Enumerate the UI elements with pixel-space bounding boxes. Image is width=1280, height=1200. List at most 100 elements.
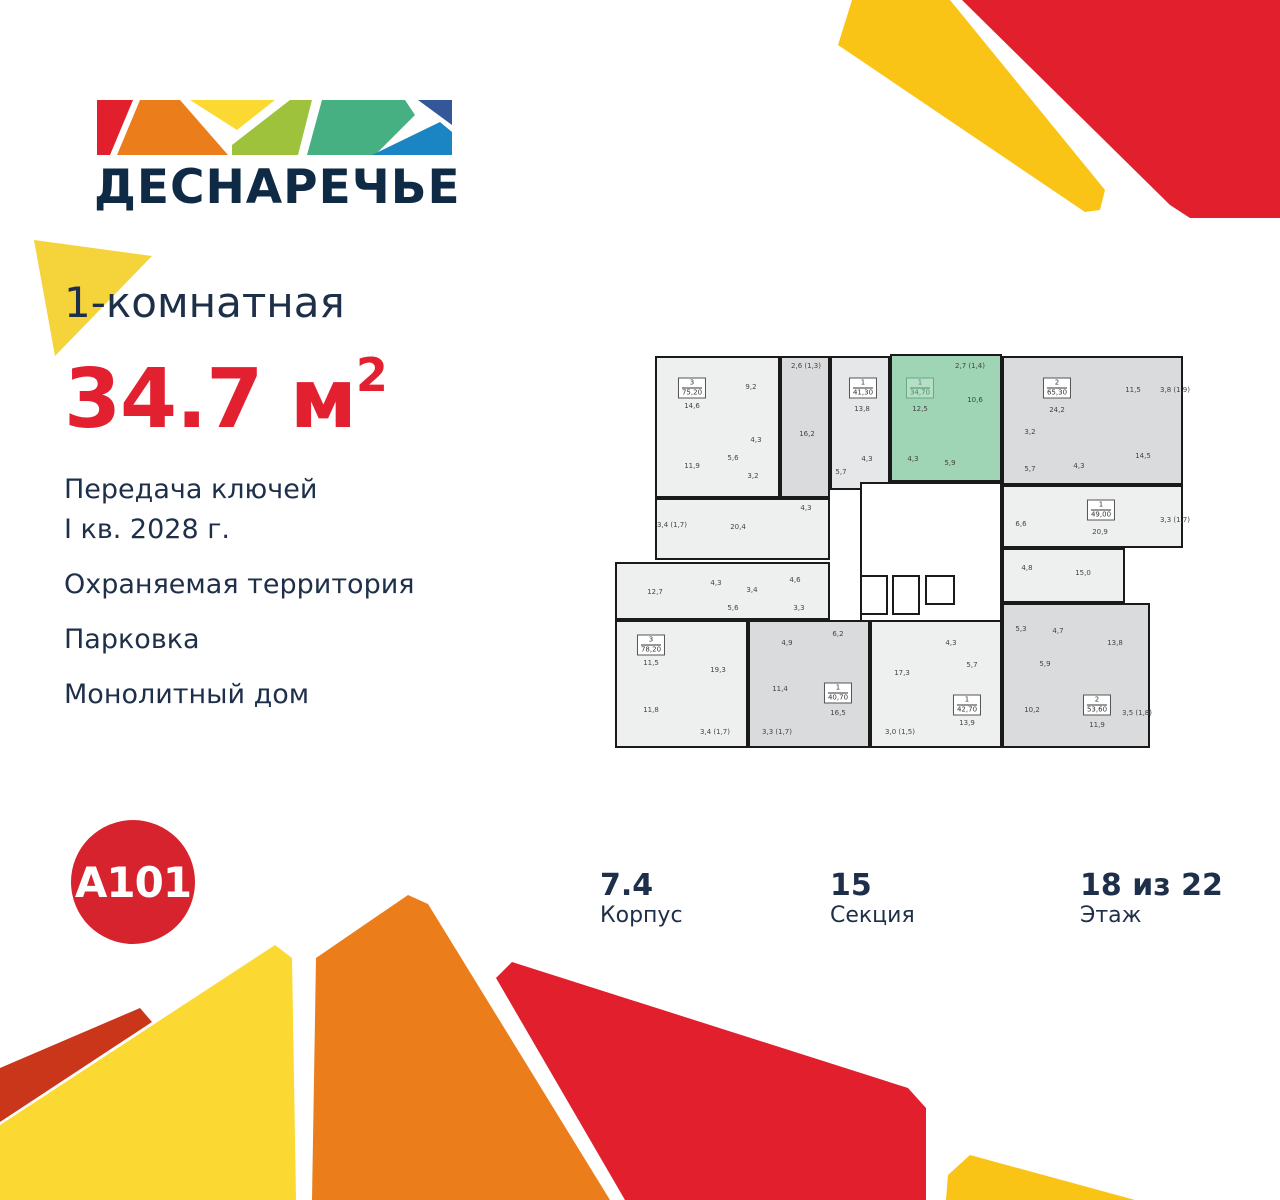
room-area-label: 5,6 <box>727 454 739 462</box>
room-area-label: 20,9 <box>1092 528 1108 536</box>
floor-plan-room <box>1002 356 1183 485</box>
apartment-badge: 1 42,70 <box>952 694 982 716</box>
stat-value: 7.4 <box>600 868 654 903</box>
room-area-label: 5,6 <box>727 604 739 612</box>
floor-plan: 3 75,20 1 41,30 1 34,70 2 65,30 1 49,00 3 78,20 1 40,… <box>608 348 1193 750</box>
room-area-label: 13,9 <box>959 719 975 727</box>
floor-plan-room <box>925 575 955 605</box>
room-area-label: 3,2 <box>1024 428 1036 436</box>
apartment-badge: 1 40,70 <box>823 682 853 704</box>
apartment-badge: 2 65,30 <box>1042 377 1072 399</box>
room-area-label: 3,0 (1,5) <box>885 728 915 736</box>
room-area-label: 5,9 <box>944 459 956 467</box>
floor-plan-room <box>1002 603 1150 748</box>
room-area-label: 14,6 <box>684 402 700 410</box>
apartment-badge: 1 49,00 <box>1086 499 1116 521</box>
room-area-label: 10,2 <box>1024 706 1040 714</box>
room-area-label: 19,3 <box>710 666 726 674</box>
floor-plan-room <box>655 498 830 560</box>
bottom-darkred-strip <box>0 1008 152 1122</box>
apartment-badge: 3 78,20 <box>636 634 666 656</box>
room-area-label: 11,5 <box>1125 386 1141 394</box>
floor-plan-room <box>655 356 780 498</box>
room-area-label: 16,2 <box>799 430 815 438</box>
room-area-label: 14,5 <box>1135 452 1151 460</box>
room-area-label: 12,5 <box>912 405 928 413</box>
room-area-label: 24,2 <box>1049 406 1065 414</box>
room-area-label: 4,3 <box>1073 462 1085 470</box>
room-area-label: 5,7 <box>835 468 847 476</box>
room-area-label: 4,3 <box>861 455 873 463</box>
room-area-label: 4,9 <box>781 639 793 647</box>
stat-floor: 18 из 22 Этаж <box>1080 868 1223 928</box>
room-area-label: 6,6 <box>1015 520 1027 528</box>
stat-section: 15 Секция <box>830 868 915 928</box>
apartment-badge: 3 75,20 <box>677 377 707 399</box>
bottom-yellow-shape <box>0 945 296 1200</box>
room-area-label: 3,5 (1,8) <box>1122 709 1152 717</box>
room-area-label: 4,3 <box>800 504 812 512</box>
stat-value: 15 <box>830 868 872 903</box>
area-value: 34.7 м <box>64 352 357 447</box>
stat-value: 18 из 22 <box>1080 868 1223 903</box>
top-right-yellow-shape <box>838 0 1105 212</box>
room-count-title: 1-комнатная <box>64 278 345 327</box>
room-area-label: 13,8 <box>1107 639 1123 647</box>
top-right-red-shape <box>962 0 1280 218</box>
stat-building: 7.4 Корпус <box>600 868 683 928</box>
room-area-label: 17,3 <box>894 669 910 677</box>
room-area-label: 5,9 <box>1039 660 1051 668</box>
left-yellow-triangle <box>34 240 152 356</box>
feature-secured-territory: Охраняемая территория <box>64 569 415 600</box>
room-area-label: 3,4 <box>746 586 758 594</box>
room-area-label: 3,2 <box>747 472 759 480</box>
room-area-label: 5,7 <box>1024 465 1036 473</box>
room-area-label: 4,6 <box>789 576 801 584</box>
feature-monolithic: Монолитный дом <box>64 679 310 710</box>
brand-logo-mark <box>97 100 452 155</box>
bottom-right-yellow-shape <box>946 1155 1135 1200</box>
selected-apartment-badge: 1 34,70 <box>905 377 935 399</box>
room-area-label: 11,5 <box>643 659 659 667</box>
floor-plan-room <box>890 354 1002 482</box>
room-area-label: 20,4 <box>730 523 746 531</box>
room-area-label: 4,3 <box>945 639 957 647</box>
room-area-label: 9,2 <box>745 383 757 391</box>
room-area-label: 3,4 (1,7) <box>657 521 687 529</box>
developer-logo: A101 <box>71 820 195 944</box>
room-area-label: 2,7 (1,4) <box>955 362 985 370</box>
room-area-label: 11,4 <box>772 685 788 693</box>
handover-date: I кв. 2028 г. <box>64 514 230 545</box>
room-area-label: 3,3 <box>793 604 805 612</box>
room-area-label: 5,3 <box>1015 625 1027 633</box>
floor-plan-room <box>780 356 830 498</box>
stat-label: Этаж <box>1080 903 1142 928</box>
room-area-label: 4,7 <box>1052 627 1064 635</box>
brand-logo-text: ДЕСНАРЕЧЬЕ <box>94 160 461 215</box>
room-area-label: 4,3 <box>710 579 722 587</box>
room-area-label: 3,3 (1,7) <box>762 728 792 736</box>
room-area-label: 15,0 <box>1075 569 1091 577</box>
floor-plan-room <box>892 575 920 615</box>
room-area-label: 4,8 <box>1021 564 1033 572</box>
room-area-label: 11,9 <box>1089 721 1105 729</box>
room-area-label: 10,6 <box>967 396 983 404</box>
apartment-area: 34.7 м2 <box>64 348 388 447</box>
room-area-label: 13,8 <box>854 405 870 413</box>
room-area-label: 11,9 <box>684 462 700 470</box>
feature-parking: Парковка <box>64 624 200 655</box>
apartment-badge: 2 53,60 <box>1082 694 1112 716</box>
room-area-label: 5,7 <box>966 661 978 669</box>
room-area-label: 3,4 (1,7) <box>700 728 730 736</box>
room-area-label: 3,3 (1,7) <box>1160 516 1190 524</box>
room-area-label: 11,8 <box>643 706 659 714</box>
bottom-orange-shape <box>312 895 610 1200</box>
floor-plan-room <box>860 575 888 615</box>
apartment-badge: 1 41,30 <box>848 377 878 399</box>
stat-label: Корпус <box>600 903 683 928</box>
handover-info: Передача ключей I кв. 2028 г. <box>64 470 317 550</box>
room-area-label: 12,7 <box>647 588 663 596</box>
room-area-label: 4,3 <box>907 455 919 463</box>
room-area-label: 3,8 (1,9) <box>1160 386 1190 394</box>
